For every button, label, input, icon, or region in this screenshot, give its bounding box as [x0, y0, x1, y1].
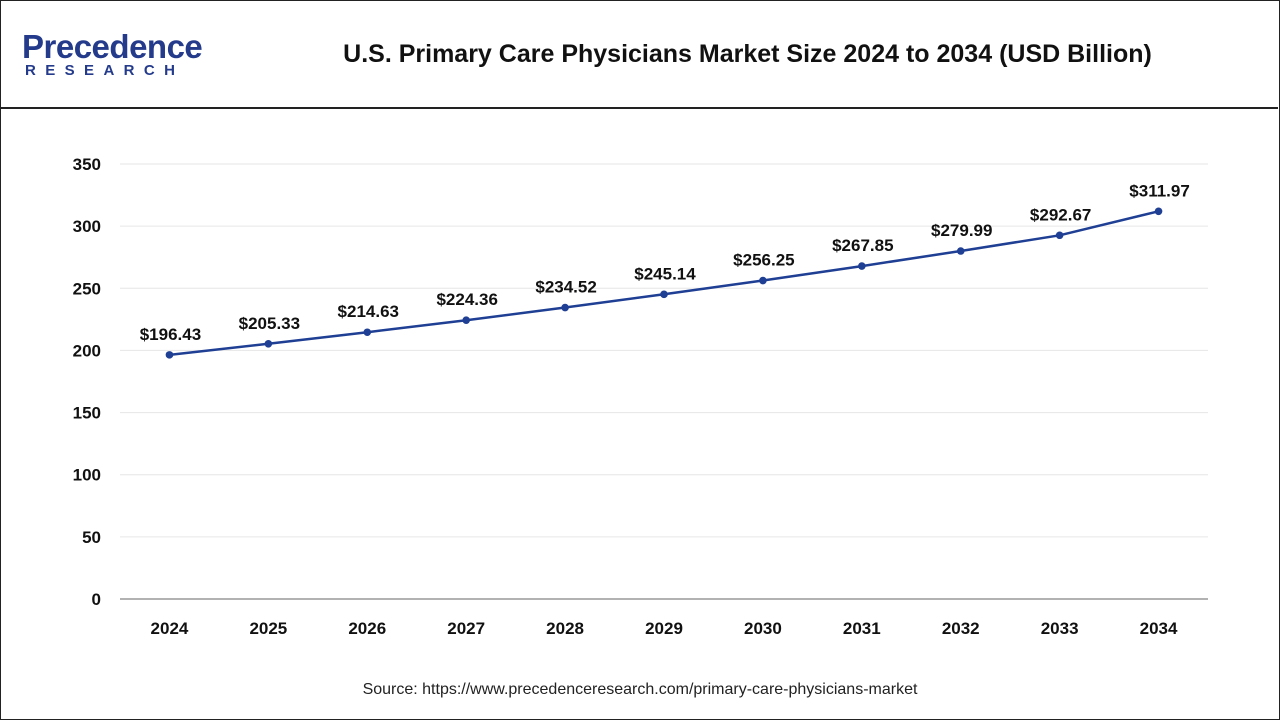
data-point — [363, 328, 372, 337]
data-label: $279.99 — [931, 221, 992, 240]
data-point — [759, 276, 767, 285]
data-point — [1055, 231, 1064, 240]
y-tick-label: 100 — [73, 466, 101, 485]
precedence-research-logo: Precedence RESEARCH — [22, 28, 222, 84]
data-label: $234.52 — [535, 278, 596, 297]
y-tick-label: 0 — [92, 590, 101, 609]
data-point — [561, 303, 569, 312]
y-tick-label: 350 — [73, 155, 101, 174]
data-point — [956, 247, 965, 255]
chart-title: U.S. Primary Care Physicians Market Size… — [343, 40, 1152, 68]
header: Precedence RESEARCH U.S. Primary Care Ph… — [0, 0, 1278, 109]
line-chart: 0 50 100 150 200 250 300 350 2024 2025 2026 2027 202… — [73, 155, 1208, 638]
data-label: $245.14 — [634, 264, 696, 283]
y-tick-label: 150 — [73, 404, 101, 423]
x-tick-label: 2025 — [249, 619, 287, 638]
data-label: $292.67 — [1030, 205, 1091, 224]
data-point — [660, 290, 668, 299]
y-tick-label: 250 — [73, 279, 101, 298]
y-tick-label: 50 — [82, 528, 101, 547]
x-tick-label: 2029 — [645, 619, 683, 638]
source-note: Source: https://www.precedenceresearch.c… — [362, 681, 918, 698]
data-point — [1154, 207, 1163, 216]
x-tick-label: 2034 — [1140, 619, 1178, 638]
data-label: $256.25 — [733, 251, 794, 270]
data-point — [858, 262, 866, 270]
x-tick-label: 2032 — [942, 619, 980, 638]
x-tick-label: 2030 — [744, 619, 782, 638]
y-tick-label: 200 — [73, 341, 101, 360]
x-tick-label: 2031 — [843, 619, 881, 638]
data-label: $267.85 — [832, 236, 893, 255]
x-tick-label: 2033 — [1041, 619, 1079, 638]
data-point — [264, 340, 273, 348]
x-tick-label: 2027 — [447, 619, 485, 638]
data-label: $224.36 — [436, 290, 497, 309]
x-tick-label: 2026 — [348, 619, 386, 638]
logo-subtitle: RESEARCH — [25, 62, 185, 79]
y-tick-label: 300 — [73, 217, 101, 236]
x-tick-label: 2024 — [151, 619, 189, 638]
data-label: $196.43 — [140, 325, 201, 344]
data-label: $311.97 — [1129, 181, 1190, 200]
logo-wordmark: Precedence — [22, 28, 203, 65]
x-tick-label: 2028 — [546, 619, 584, 638]
data-label: $205.33 — [239, 314, 300, 333]
data-point — [462, 316, 470, 324]
data-point — [165, 351, 174, 359]
data-label: $214.63 — [338, 302, 399, 321]
